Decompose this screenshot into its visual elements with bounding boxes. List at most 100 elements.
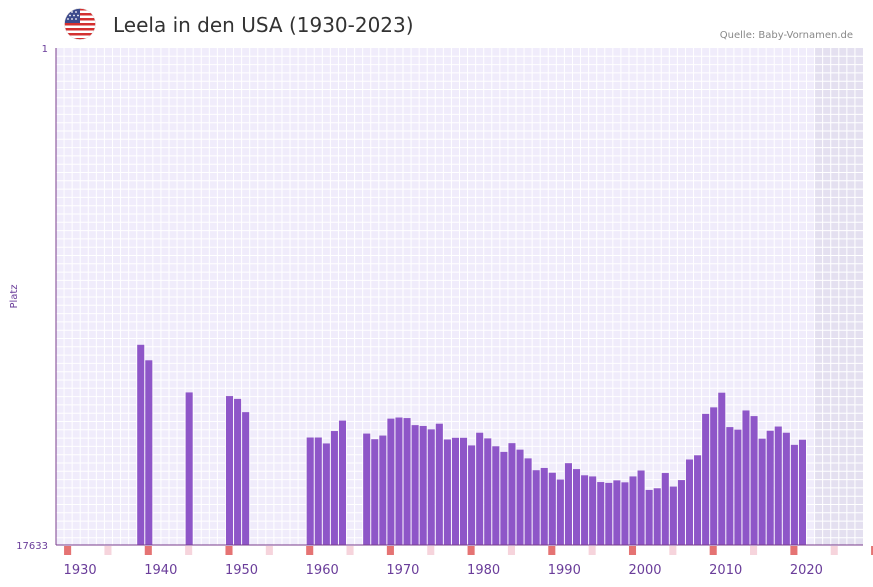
bar-1980[interactable] [468, 445, 476, 545]
x-tick-label-1940: 1940 [144, 563, 177, 578]
bar-1997[interactable] [605, 482, 613, 545]
bar-2012[interactable] [726, 427, 734, 545]
half-decade-marker [588, 546, 596, 555]
bar-1984[interactable] [500, 451, 508, 545]
bar-1982[interactable] [484, 438, 492, 545]
bar-2005[interactable] [669, 486, 677, 545]
decade-marker [790, 546, 798, 555]
bar-1995[interactable] [589, 476, 597, 545]
bar-1994[interactable] [581, 475, 589, 545]
half-decade-marker [185, 546, 193, 555]
bar-1992[interactable] [564, 463, 572, 545]
bar-2018[interactable] [774, 426, 782, 545]
bar-1985[interactable] [508, 443, 516, 545]
bar-1988[interactable] [532, 470, 540, 545]
bar-1998[interactable] [613, 480, 621, 545]
bar-1962[interactable] [322, 443, 330, 545]
bar-1973[interactable] [411, 425, 419, 545]
x-tick-label-1960: 1960 [306, 563, 339, 578]
bar-2000[interactable] [629, 476, 637, 545]
bar-2006[interactable] [677, 480, 685, 545]
bar-2020[interactable] [790, 444, 798, 545]
usa-flag-icon [64, 8, 96, 40]
bar-1996[interactable] [597, 482, 605, 545]
decade-marker [306, 546, 314, 555]
half-decade-marker [669, 546, 677, 555]
bar-1961[interactable] [314, 437, 322, 545]
bar-1940[interactable] [145, 360, 153, 545]
bar-1981[interactable] [476, 432, 484, 545]
bar-1975[interactable] [427, 429, 435, 545]
bar-1968[interactable] [371, 439, 379, 545]
x-tick-label-1930: 1930 [64, 563, 97, 578]
bar-1971[interactable] [395, 417, 403, 545]
bar-1993[interactable] [572, 469, 581, 545]
bar-1960[interactable] [306, 437, 314, 545]
bar-1939[interactable] [137, 344, 145, 545]
bar-2015[interactable] [750, 416, 758, 545]
bar-2002[interactable] [645, 489, 653, 545]
bar-1970[interactable] [387, 418, 395, 545]
bar-1952[interactable] [242, 412, 250, 545]
bar-2016[interactable] [758, 438, 766, 545]
bar-2007[interactable] [685, 459, 694, 545]
decade-marker [64, 546, 72, 555]
source-credit: Quelle: Baby-Vornamen.de [719, 30, 853, 41]
bar-2014[interactable] [742, 410, 750, 545]
x-tick-label-1980: 1980 [467, 563, 500, 578]
bar-2010[interactable] [710, 407, 718, 545]
chart-title: Leela in den USA (1930-2023) [113, 13, 414, 37]
decade-marker [386, 546, 394, 555]
bar-1974[interactable] [419, 425, 427, 545]
bar-1990[interactable] [548, 472, 556, 545]
y-tick-label-top: 1 [42, 44, 48, 55]
bar-1969[interactable] [379, 435, 387, 545]
bar-1964[interactable] [338, 420, 347, 545]
half-decade-marker [427, 546, 435, 555]
bar-1983[interactable] [492, 446, 500, 545]
x-tick-label-2020: 2020 [790, 563, 823, 578]
bar-2004[interactable] [661, 473, 669, 545]
bar-1951[interactable] [234, 398, 242, 545]
bar-1976[interactable] [435, 423, 443, 545]
bar-2019[interactable] [782, 432, 790, 545]
bar-2011[interactable] [718, 392, 726, 545]
x-tick-label-1950: 1950 [225, 563, 258, 578]
bar-1963[interactable] [330, 431, 338, 545]
bar-1989[interactable] [540, 467, 548, 545]
half-decade-marker [507, 546, 515, 555]
half-decade-marker [265, 546, 273, 555]
decade-marker [225, 546, 233, 555]
x-tick-label-1990: 1990 [548, 563, 581, 578]
decade-marker [467, 546, 475, 555]
bar-1991[interactable] [556, 479, 564, 545]
x-tick-label-1970: 1970 [386, 563, 419, 578]
half-decade-marker [750, 546, 758, 555]
bar-2003[interactable] [653, 488, 661, 545]
decade-marker [548, 546, 556, 555]
bar-2013[interactable] [734, 429, 742, 545]
decade-marker [144, 546, 152, 555]
bar-1999[interactable] [621, 482, 629, 545]
bar-2009[interactable] [702, 413, 710, 545]
bar-2017[interactable] [766, 430, 774, 545]
half-decade-marker [104, 546, 112, 555]
bar-1987[interactable] [524, 458, 532, 545]
x-tick-label-2010: 2010 [709, 563, 742, 578]
bar-1978[interactable] [451, 437, 459, 545]
bar-1972[interactable] [403, 418, 411, 545]
bar-1950[interactable] [225, 396, 234, 545]
half-decade-marker [346, 546, 354, 555]
half-decade-marker [830, 546, 838, 555]
bar-1986[interactable] [516, 449, 524, 545]
bar-2021[interactable] [798, 439, 807, 545]
bar-1945[interactable] [185, 392, 193, 545]
bar-1977[interactable] [443, 439, 451, 545]
bar-1967[interactable] [363, 433, 371, 545]
decade-marker [709, 546, 717, 555]
bar-2008[interactable] [694, 455, 702, 545]
y-tick-label-bottom: 17633 [16, 541, 48, 552]
bar-2001[interactable] [637, 470, 645, 545]
bar-1979[interactable] [460, 437, 468, 545]
